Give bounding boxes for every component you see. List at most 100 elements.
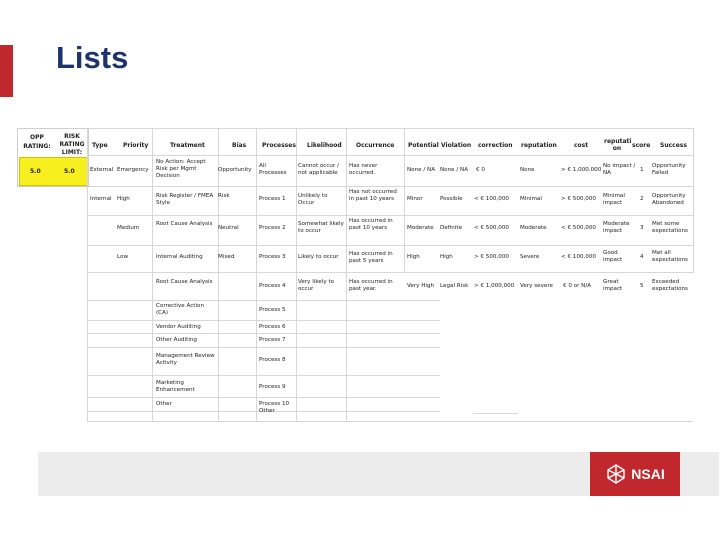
grid-line: [87, 128, 88, 421]
likelihood-item: Unlikely to Occur: [298, 193, 328, 206]
occurrence-item: Has occurred in past 5 years: [349, 251, 393, 264]
cost-item: > € 500,000: [561, 196, 596, 202]
cost-item: < € 100,000: [561, 254, 596, 260]
title-accent-bar: [0, 45, 13, 97]
reputation2-item: Good impact: [603, 250, 623, 263]
grid-line: [256, 128, 257, 421]
score-item: 2: [640, 196, 644, 202]
opp-rating-value: 5.0: [30, 168, 41, 175]
cost-item: € 0 or N/A: [563, 283, 592, 289]
success-item: Opportunity Abandoned: [652, 193, 686, 206]
header-violation: Violation: [441, 142, 472, 149]
header-treatment: Treatment: [170, 142, 205, 149]
success-item: Opportunity Failed: [652, 163, 686, 176]
process-item: Process 4: [259, 283, 286, 289]
reputation-item: Severe: [520, 254, 540, 260]
grid-line: [152, 128, 153, 421]
grid-line: [404, 128, 405, 273]
reputation2-item: No impact / NA: [603, 163, 636, 176]
header-reputation-2: reputati on: [604, 138, 632, 152]
treatment-item: Marketing Enhancement: [156, 380, 195, 393]
cost-item: < € 500,000: [561, 225, 596, 231]
header-likelihood: Likelihood: [307, 142, 342, 149]
treatment-item: Vendor Auditing: [156, 324, 201, 330]
treatment-item: Corrective Action (CA): [156, 303, 205, 316]
type-item: External: [90, 167, 114, 173]
nsai-logo-text: NSAI: [631, 466, 665, 482]
header-reputation: reputation: [521, 142, 557, 149]
rating-box: [17, 128, 89, 187]
process-item: Process 10 Other: [259, 401, 290, 414]
header-success: Success: [660, 142, 687, 149]
process-item: Process 3: [259, 254, 286, 260]
potential-item: High: [407, 254, 420, 260]
risk-rating-label: RISK RATING LIMIT:: [59, 133, 85, 156]
process-item: Process 8: [259, 357, 286, 363]
grid-line: [87, 272, 693, 273]
opp-rating-label: OPP RATING:: [23, 134, 51, 150]
potential-item: Very High: [407, 283, 435, 289]
grid-line: [87, 128, 693, 129]
treatment-item: Internal Auditing: [156, 254, 203, 260]
nsai-emblem-icon: [607, 464, 625, 484]
score-item: 5: [640, 283, 644, 289]
treatment-item: Root Cause Analysis: [156, 279, 213, 285]
grid-line: [87, 397, 440, 398]
reputation2-item: Minimal impact: [603, 193, 625, 206]
score-item: 1: [640, 167, 644, 173]
priority-item: High: [117, 196, 130, 202]
reputation2-item: Great impact: [603, 279, 623, 292]
correction-item: > € 500,000: [474, 254, 509, 260]
success-item: Exceeded expectations: [652, 279, 688, 292]
header-priority: Priority: [123, 142, 149, 149]
priority-item: Emergency: [117, 167, 149, 173]
reputation-item: Minimal: [520, 196, 542, 202]
score-item: 3: [640, 225, 644, 231]
reputation-item: Moderate: [520, 225, 547, 231]
grid-line: [87, 347, 440, 348]
bias-item: Opportunity: [218, 167, 252, 173]
grid-line: [346, 128, 347, 421]
risk-rating-value: 5.0: [64, 168, 75, 175]
process-item: Process 9: [259, 384, 286, 390]
grid-line: [87, 186, 693, 187]
header-processes: Processes: [262, 142, 296, 149]
grid-line: [218, 128, 219, 421]
likelihood-item: Cannot occur / not applicable: [298, 163, 339, 176]
treatment-item: Root Cause Analysis: [156, 221, 213, 227]
treatment-item: Other Auditing: [156, 337, 197, 343]
priority-item: Medium: [117, 225, 140, 231]
header-occurrence: Occurrence: [356, 142, 395, 149]
grid-line: [87, 320, 440, 321]
nsai-logo: NSAI: [590, 452, 680, 496]
reputation2-item: Moderate impact: [603, 221, 630, 234]
treatment-item: Management Review Activity: [156, 353, 215, 366]
correction-item: > € 1,000,000: [474, 283, 515, 289]
process-item: Process 5: [259, 307, 286, 313]
occurrence-item: Has not occurred in past 10 years: [349, 189, 397, 202]
violation-item: High: [440, 254, 453, 260]
occurrence-item: Has occurred in past year.: [349, 279, 393, 292]
grid-line: [87, 245, 693, 246]
bias-item: Neutral: [218, 225, 239, 231]
grid-line: [87, 375, 440, 376]
slide-title: Lists: [56, 40, 129, 75]
cost-item: > € 1,000,000: [561, 167, 602, 173]
process-item: Process 7: [259, 337, 286, 343]
potential-item: Minor: [407, 196, 423, 202]
occurrence-item: Has never occurred.: [349, 163, 378, 176]
occurrence-item: Has occurred in past 10 years: [349, 218, 393, 231]
header-cost: cost: [574, 142, 589, 149]
likelihood-item: Somewhat likely to occur: [298, 221, 344, 234]
potential-item: Moderate: [407, 225, 434, 231]
violation-item: Legal Risk: [440, 283, 469, 289]
type-item: Internal: [90, 196, 112, 202]
correction-item: € 0: [476, 167, 485, 173]
process-item: Process 1: [259, 196, 286, 202]
likelihood-item: Very likely to occur: [298, 279, 335, 292]
header-correction: correction: [478, 142, 513, 149]
grid-line: [87, 300, 440, 301]
score-item: 4: [640, 254, 644, 260]
violation-item: Possible: [440, 196, 463, 202]
grid-line: [87, 333, 440, 334]
